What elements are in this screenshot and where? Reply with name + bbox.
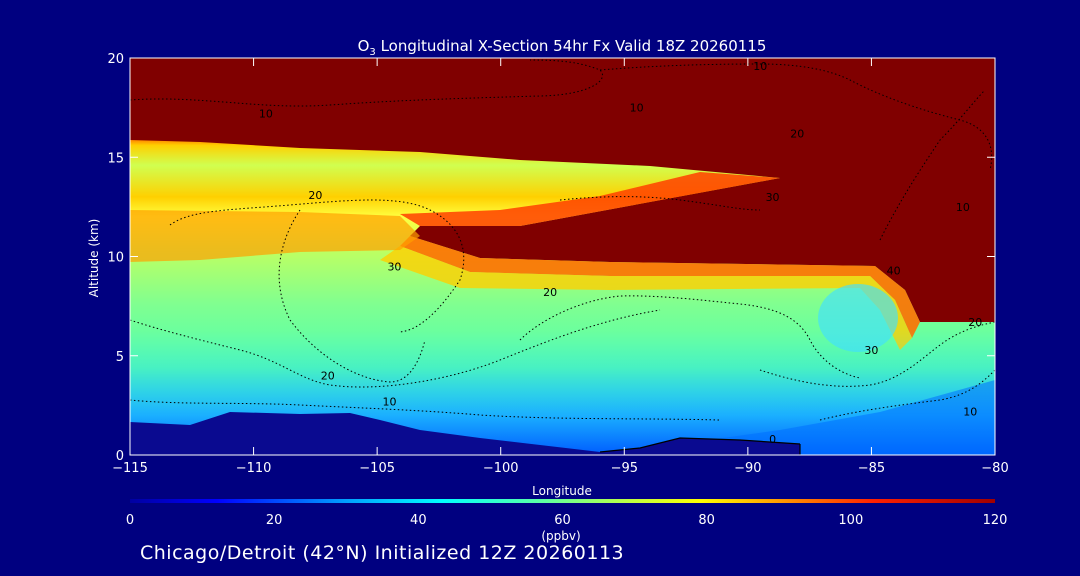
contour-label: 10 bbox=[753, 60, 767, 73]
y-tick-label: 10 bbox=[107, 251, 124, 266]
colorbar-tick-label: 0 bbox=[126, 513, 134, 528]
y-tick-label: 5 bbox=[116, 350, 124, 365]
contour-label: 40 bbox=[887, 264, 901, 277]
x-tick-label: −95 bbox=[611, 461, 638, 476]
colorbar-tick-label: 20 bbox=[266, 513, 283, 528]
contour-label: 20 bbox=[543, 286, 557, 299]
contour-label: 20 bbox=[321, 370, 335, 383]
contour-label: 20 bbox=[968, 316, 982, 329]
x-tick-label: −100 bbox=[483, 461, 519, 476]
colorbar-tick-label: 100 bbox=[838, 513, 863, 528]
colorbar bbox=[130, 499, 995, 503]
contour-label: 30 bbox=[864, 344, 878, 357]
x-tick-label: −105 bbox=[359, 461, 395, 476]
x-tick-label: −90 bbox=[734, 461, 761, 476]
y-tick-label: 0 bbox=[116, 449, 124, 464]
contour-label: 20 bbox=[790, 127, 804, 140]
contour-label: 10 bbox=[956, 201, 970, 214]
chart-title: O3 Longitudinal X-Section 54hr Fx Valid … bbox=[358, 37, 767, 58]
y-axis-label: Altitude (km) bbox=[87, 219, 101, 298]
contour-label: 10 bbox=[259, 108, 273, 121]
colorbar-tick-label: 120 bbox=[983, 513, 1008, 528]
contour-lines bbox=[130, 59, 995, 421]
contour-label: 10 bbox=[963, 405, 977, 418]
contour-label: 30 bbox=[766, 191, 780, 204]
contour-label: 20 bbox=[308, 189, 322, 202]
x-tick-label: −85 bbox=[858, 461, 885, 476]
contour-label: 30 bbox=[387, 260, 401, 273]
colorbar-tick-label: 60 bbox=[554, 513, 571, 528]
contour-label: 10 bbox=[630, 102, 644, 115]
colorbar-tick-label: 40 bbox=[410, 513, 427, 528]
colorbar-tick-label: 80 bbox=[698, 513, 715, 528]
x-tick-label: −115 bbox=[112, 461, 148, 476]
y-tick-label: 20 bbox=[107, 52, 124, 67]
x-axis-label: Longitude bbox=[532, 484, 592, 498]
x-axis: −115 −110 −105 −100 −95 −90 −85 −80 bbox=[112, 58, 1009, 476]
colorbar-unit-label: (ppbv) bbox=[541, 529, 580, 543]
colorbar-ticks: 0 20 40 60 80 100 120 bbox=[126, 513, 1008, 528]
contour-label: 0 bbox=[769, 433, 776, 446]
footer-caption: Chicago/Detroit (42°N) Initialized 12Z 2… bbox=[140, 542, 625, 564]
y-tick-label: 15 bbox=[107, 151, 124, 166]
heatmap-field bbox=[130, 58, 995, 455]
x-tick-label: −110 bbox=[236, 461, 272, 476]
y-axis: 0 5 10 15 20 bbox=[107, 52, 995, 464]
x-tick-label: −80 bbox=[981, 461, 1008, 476]
contour-label: 10 bbox=[383, 395, 397, 408]
contour-label-group: 10 10 10 20 20 20 20 20 30 30 30 40 10 10 10 0 bbox=[259, 60, 982, 446]
